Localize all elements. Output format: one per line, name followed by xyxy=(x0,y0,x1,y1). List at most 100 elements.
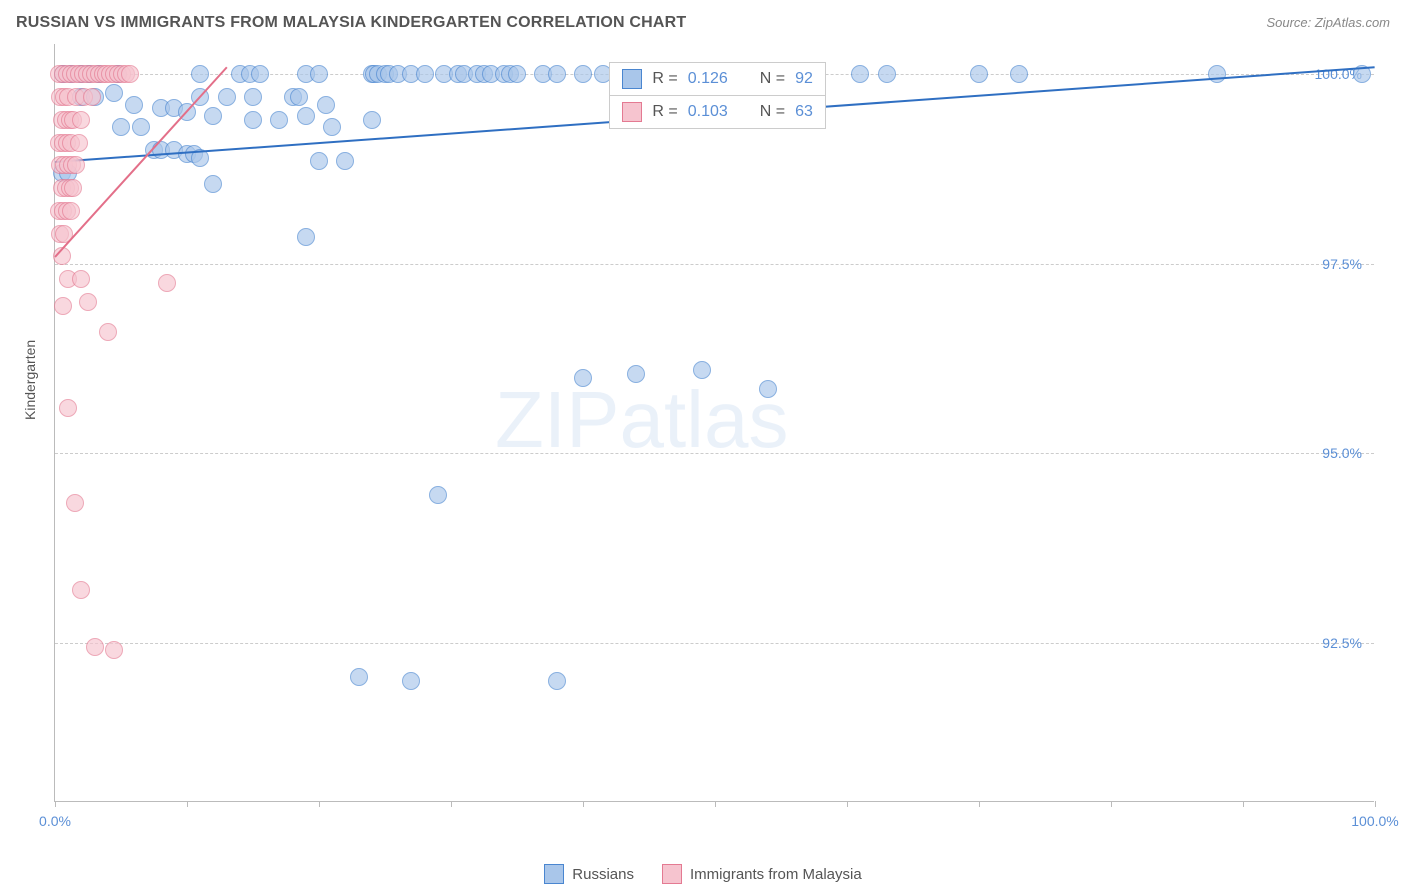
data-point xyxy=(218,88,236,106)
data-point xyxy=(508,65,526,83)
data-point xyxy=(627,365,645,383)
x-tick xyxy=(1243,801,1244,807)
watermark: ZIPatlas xyxy=(495,374,788,466)
legend-item-malaysia: Immigrants from Malaysia xyxy=(662,864,862,884)
data-point xyxy=(72,111,90,129)
stat-n-value: 63 xyxy=(795,103,813,121)
stats-legend-row: R = 0.126 N = 92 xyxy=(610,63,825,96)
data-point xyxy=(336,152,354,170)
x-tick xyxy=(979,801,980,807)
legend-label: Russians xyxy=(572,866,634,883)
legend-swatch xyxy=(622,69,642,89)
chart-header: RUSSIAN VS IMMIGRANTS FROM MALAYSIA KIND… xyxy=(16,14,1390,32)
stat-label: N = xyxy=(760,103,785,121)
data-point xyxy=(125,96,143,114)
gridline xyxy=(55,643,1374,644)
y-tick-label: 97.5% xyxy=(1322,256,1362,272)
data-point xyxy=(62,202,80,220)
stat-label: R = xyxy=(652,70,677,88)
data-point xyxy=(350,668,368,686)
data-point xyxy=(402,672,420,690)
data-point xyxy=(204,175,222,193)
data-point xyxy=(297,107,315,125)
data-point xyxy=(970,65,988,83)
data-point xyxy=(67,156,85,174)
data-point xyxy=(574,65,592,83)
data-point xyxy=(83,88,101,106)
stats-legend: R = 0.126 N = 92 R = 0.103 N = 63 xyxy=(609,62,826,129)
data-point xyxy=(1208,65,1226,83)
data-point xyxy=(416,65,434,83)
gridline xyxy=(55,453,1374,454)
data-point xyxy=(429,486,447,504)
data-point xyxy=(105,84,123,102)
data-point xyxy=(204,107,222,125)
data-point xyxy=(548,65,566,83)
data-point xyxy=(86,638,104,656)
stat-r-value: 0.126 xyxy=(688,70,728,88)
legend-label: Immigrants from Malaysia xyxy=(690,866,862,883)
x-tick xyxy=(583,801,584,807)
x-tick xyxy=(715,801,716,807)
legend-swatch xyxy=(662,864,682,884)
data-point xyxy=(64,179,82,197)
x-tick xyxy=(847,801,848,807)
data-point xyxy=(759,380,777,398)
data-point xyxy=(323,118,341,136)
bottom-legend: Russians Immigrants from Malaysia xyxy=(0,864,1406,884)
data-point xyxy=(270,111,288,129)
y-axis-label: Kindergarten xyxy=(22,340,38,420)
data-point xyxy=(105,641,123,659)
x-tick-label: 0.0% xyxy=(39,813,71,829)
gridline xyxy=(55,264,1374,265)
x-tick xyxy=(1375,801,1376,807)
data-point xyxy=(99,323,117,341)
data-point xyxy=(158,274,176,292)
data-point xyxy=(297,228,315,246)
legend-item-russians: Russians xyxy=(544,864,634,884)
data-point xyxy=(851,65,869,83)
data-point xyxy=(121,65,139,83)
x-tick xyxy=(319,801,320,807)
data-point xyxy=(112,118,130,136)
x-tick xyxy=(55,801,56,807)
x-tick-label: 100.0% xyxy=(1351,813,1398,829)
scatter-plot-area: ZIPatlas 100.0%97.5%95.0%92.5%0.0%100.0%… xyxy=(54,44,1374,802)
data-point xyxy=(548,672,566,690)
legend-swatch xyxy=(544,864,564,884)
data-point xyxy=(244,88,262,106)
stat-n-value: 92 xyxy=(795,70,813,88)
stat-label: R = xyxy=(652,103,677,121)
data-point xyxy=(878,65,896,83)
data-point xyxy=(1010,65,1028,83)
data-point xyxy=(290,88,308,106)
data-point xyxy=(244,111,262,129)
data-point xyxy=(72,270,90,288)
stats-legend-row: R = 0.103 N = 63 xyxy=(610,96,825,128)
data-point xyxy=(310,65,328,83)
data-point xyxy=(66,494,84,512)
data-point xyxy=(317,96,335,114)
data-point xyxy=(132,118,150,136)
x-tick xyxy=(1111,801,1112,807)
legend-swatch xyxy=(622,102,642,122)
data-point xyxy=(693,361,711,379)
chart-title: RUSSIAN VS IMMIGRANTS FROM MALAYSIA KIND… xyxy=(16,14,686,32)
data-point xyxy=(363,111,381,129)
data-point xyxy=(70,134,88,152)
data-point xyxy=(72,581,90,599)
data-point xyxy=(574,369,592,387)
source-attribution: Source: ZipAtlas.com xyxy=(1266,15,1390,30)
data-point xyxy=(191,65,209,83)
x-tick xyxy=(187,801,188,807)
stat-label: N = xyxy=(760,70,785,88)
data-point xyxy=(59,399,77,417)
data-point xyxy=(79,293,97,311)
data-point xyxy=(251,65,269,83)
stat-r-value: 0.103 xyxy=(688,103,728,121)
data-point xyxy=(54,297,72,315)
x-tick xyxy=(451,801,452,807)
y-tick-label: 95.0% xyxy=(1322,445,1362,461)
y-tick-label: 92.5% xyxy=(1322,635,1362,651)
data-point xyxy=(310,152,328,170)
